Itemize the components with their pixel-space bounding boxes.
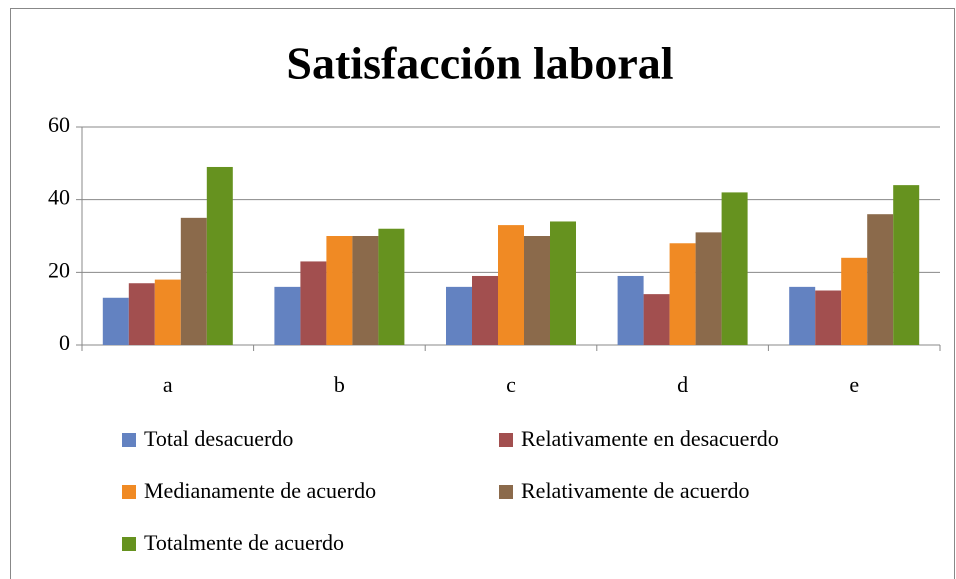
legend-label: Medianamente de acuerdo — [144, 478, 376, 503]
bar — [128, 283, 155, 345]
x-tick-label: a — [163, 372, 173, 397]
legend-label: Totalmente de acuerdo — [144, 530, 344, 555]
bar — [524, 236, 550, 345]
bar — [669, 243, 696, 345]
bar — [867, 214, 894, 345]
bar — [789, 286, 816, 345]
y-tick-label: 20 — [48, 257, 70, 282]
bar — [550, 221, 576, 345]
bar — [326, 236, 353, 345]
bar — [721, 192, 748, 345]
bar — [206, 166, 233, 345]
bar — [643, 294, 670, 345]
bar — [378, 228, 405, 345]
y-tick-label: 0 — [59, 330, 70, 355]
bar — [274, 286, 301, 345]
x-tick-label: c — [506, 372, 516, 397]
x-tick-label: e — [849, 372, 859, 397]
bar — [841, 257, 868, 345]
bar — [815, 290, 842, 345]
legend-swatch — [122, 433, 136, 447]
legend-swatch — [499, 433, 513, 447]
bar — [472, 275, 498, 345]
legend-label: Relativamente de acuerdo — [521, 478, 749, 503]
y-tick-label: 40 — [48, 185, 70, 210]
bar — [300, 261, 327, 345]
legend-swatch — [122, 537, 136, 551]
legend-label: Relativamente en desacuerdo — [521, 426, 779, 451]
bar — [352, 236, 379, 345]
chart-title: Satisfacción laboral — [286, 38, 673, 89]
legend-swatch — [499, 485, 513, 499]
y-tick-label: 60 — [48, 112, 70, 137]
legend-label: Total desacuerdo — [144, 426, 293, 451]
bar — [498, 225, 524, 345]
bar — [617, 275, 644, 345]
bar — [695, 232, 722, 345]
bar — [154, 279, 181, 345]
bar — [180, 217, 207, 345]
legend-swatch — [122, 485, 136, 499]
bar — [893, 185, 920, 345]
bar — [446, 286, 472, 345]
x-tick-label: b — [334, 372, 345, 397]
bar — [102, 297, 129, 345]
x-tick-label: d — [677, 372, 688, 397]
